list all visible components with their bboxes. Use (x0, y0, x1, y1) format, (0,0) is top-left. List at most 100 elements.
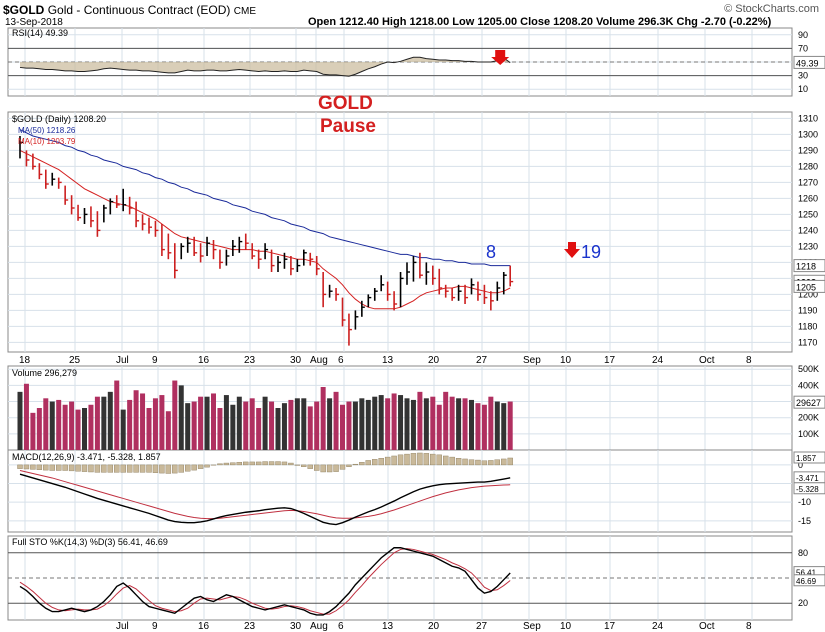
macd-histogram-bar (333, 464, 339, 472)
x-tick-label-bottom: 23 (244, 621, 256, 632)
macd-histogram-bar (339, 464, 346, 470)
rsi-value-tag-box (793, 55, 825, 69)
volume-bar (101, 396, 107, 450)
ma10-legend: MA(10) 1203.79 (18, 137, 76, 146)
exchange: CME (233, 6, 257, 17)
macd-histogram-bar (281, 461, 288, 466)
volume-bar (410, 399, 416, 450)
down-arrow-icon (564, 242, 580, 258)
volume-bar (449, 396, 455, 450)
macd-signal-line (19, 470, 511, 520)
volume-bar (475, 403, 481, 450)
macd-histogram-bar (449, 456, 455, 466)
x-tick-label-bottom: 17 (604, 621, 616, 632)
macd-histogram-bar (481, 460, 488, 466)
price-tag-box (793, 279, 825, 293)
macd-histogram-bar (101, 464, 107, 473)
volume-bar (359, 398, 365, 450)
volume-bar (191, 401, 197, 450)
macd-tag-box (793, 482, 825, 495)
volume-bar (236, 396, 242, 450)
volume-bar (320, 387, 326, 450)
volume-bar (275, 408, 281, 450)
macd-histogram-bar (197, 464, 204, 469)
volume-bar (243, 401, 249, 450)
price-tick-label: 1240 (798, 225, 818, 235)
panel-frame-price (7, 111, 793, 353)
volume-bar (378, 395, 384, 450)
macd-histogram-bar (436, 454, 442, 466)
instrument-name: Gold - Continuous Contract (EOD) (47, 3, 231, 17)
macd-histogram-bar (217, 463, 223, 466)
volume-bar (333, 391, 339, 450)
macd-histogram-bar (152, 464, 159, 473)
macd-histogram-bar (159, 464, 165, 474)
x-tick-label-bottom: 9 (152, 621, 158, 632)
x-tick-label: Oct (699, 355, 715, 366)
macd-histogram-bar (94, 464, 101, 473)
x-tick-label: 23 (244, 355, 256, 366)
macd-histogram-bar (88, 464, 94, 473)
macd-histogram-bar (120, 464, 126, 473)
volume-bar (301, 398, 307, 450)
volume-bar (36, 408, 42, 450)
macd-histogram-bar (494, 459, 500, 466)
macd-histogram-bar (275, 461, 281, 466)
volume-bar (249, 398, 255, 450)
price-legend: $GOLD (Daily) 1208.20 (12, 114, 106, 124)
x-tick-label: 6 (338, 355, 344, 366)
x-tick-label-bottom: 24 (652, 621, 664, 632)
x-tick-label: 18 (19, 355, 31, 366)
x-tick-label: Sep (523, 355, 541, 366)
volume-bar (30, 412, 36, 450)
volume-bar (391, 393, 397, 450)
macd-histogram-bar (501, 458, 507, 466)
volume-bar (217, 408, 223, 450)
volume-value-tag: 29627 (796, 398, 821, 408)
volume-bar (56, 399, 62, 450)
macd-histogram-bar (462, 458, 468, 466)
volume-tick-label: 500K (798, 364, 819, 374)
volume-bar (133, 390, 139, 450)
volume-bar (62, 404, 68, 450)
x-tick-label: 8 (746, 355, 752, 366)
volume-bar (178, 385, 184, 450)
macd-histogram-bar (488, 460, 494, 466)
x-tick-label-bottom: 13 (382, 621, 394, 632)
symbol: $GOLD (3, 3, 45, 17)
volume-bar (107, 391, 113, 450)
x-tick-label: 20 (428, 355, 440, 366)
volume-bar (417, 391, 423, 450)
macd-histogram-bar (320, 464, 326, 473)
macd-histogram-bar (391, 455, 397, 466)
price-value-tag: 1205 (796, 282, 816, 292)
x-tick-label: 17 (604, 355, 616, 366)
volume-bar (436, 404, 442, 450)
x-tick-label-bottom: 20 (428, 621, 440, 632)
volume-bar (327, 398, 333, 450)
x-tick-label: 13 (382, 355, 394, 366)
macd-histogram-bar (294, 464, 301, 466)
sto-tag-box (793, 574, 825, 587)
macd-tag-box (793, 451, 825, 464)
macd-tick-label: 0 (798, 460, 803, 470)
macd-histogram-bar (430, 453, 436, 466)
volume-bar (23, 383, 29, 450)
down-arrow-icon (491, 50, 510, 65)
volume-bar (204, 396, 210, 450)
macd-histogram-bar (359, 462, 365, 466)
x-tick-label: 9 (152, 355, 158, 366)
volume-bar (185, 403, 191, 450)
ma50-legend: MA(50) 1218.26 (18, 126, 76, 135)
macd-histogram-bar (62, 464, 68, 471)
macd-value-tag: -3.471 (796, 474, 819, 483)
sto-value-tag: 46.69 (796, 577, 817, 586)
rsi-value-tag: 49.39 (796, 58, 819, 68)
volume-bar (146, 408, 152, 450)
volume-bar (211, 393, 216, 450)
macd-histogram-bar (352, 463, 359, 466)
annotation-pause: Pause (320, 116, 376, 137)
macd-histogram-bar (178, 464, 184, 473)
volume-bar (398, 395, 404, 450)
